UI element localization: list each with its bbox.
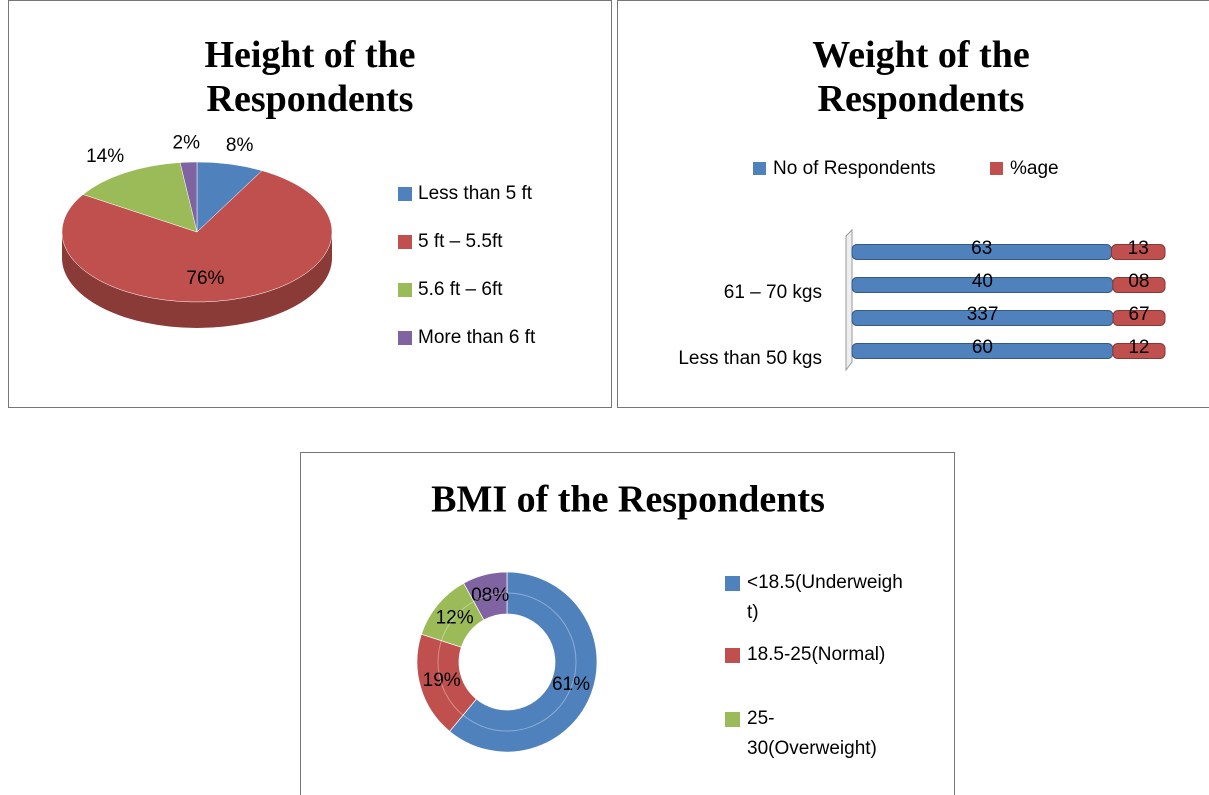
data-label: 08% — [471, 585, 509, 606]
data-label: 2% — [173, 132, 201, 153]
legend-swatch — [398, 331, 412, 345]
data-label: 40 — [972, 271, 993, 292]
donut-inner-ring — [437, 592, 577, 732]
plot-wall — [845, 228, 853, 372]
legend-label: 5.6 ft – 6ft — [418, 279, 503, 300]
legend-label: No of Respondents — [773, 158, 936, 179]
chart-frame — [300, 452, 955, 795]
data-label: 13 — [1128, 238, 1149, 259]
legend-entry: 18.5-25(Normal) — [725, 640, 962, 670]
chart-frame — [8, 0, 612, 408]
legend-label: %age — [1010, 158, 1059, 179]
legend-label: Less than 5 ft — [418, 183, 533, 204]
pie-slice — [61, 170, 333, 303]
legend-swatch — [398, 187, 412, 201]
y-tick-label: Less than 50 kgs — [678, 348, 822, 369]
legend-entry: <18.5(Underweight) — [725, 568, 907, 628]
donut-slice — [463, 571, 508, 621]
data-label: 61% — [552, 674, 590, 695]
legend-entry: 25-30(Overweight) — [725, 704, 887, 764]
chart-title: BMI of the Respondents — [431, 479, 825, 521]
y-tick-label: 61 – 70 kgs — [724, 282, 822, 303]
donut-slice — [449, 571, 598, 753]
data-label: 12 — [1128, 337, 1149, 358]
data-label: 76% — [186, 268, 224, 289]
legend-swatch — [725, 712, 740, 727]
chart-frame — [617, 0, 1209, 408]
legend-swatch — [753, 162, 766, 175]
chart-title: Height of the Respondents — [204, 34, 415, 120]
legend-label: More than 6 ft — [418, 327, 536, 348]
legend-swatch — [398, 283, 412, 297]
data-label: 67 — [1128, 304, 1149, 325]
legend-label: 18.5-25(Normal) — [747, 644, 886, 665]
bar-segment — [1112, 343, 1166, 359]
data-label: 8% — [226, 135, 254, 156]
legend-label: 5 ft – 5.5ft — [418, 231, 503, 252]
data-label: 337 — [967, 304, 999, 325]
bar-segment — [1112, 277, 1166, 293]
data-label: 08 — [1128, 271, 1149, 292]
chart-title: Weight of the Respondents — [812, 34, 1029, 120]
data-label: 60 — [972, 337, 993, 358]
pie-slice-side — [62, 232, 332, 328]
legend-label: 25-30(Overweight) — [747, 708, 877, 759]
data-label: 19% — [423, 670, 461, 691]
legend-swatch — [725, 576, 740, 591]
legend-swatch — [725, 648, 740, 663]
legend-label: <18.5(Underweight) — [747, 572, 903, 623]
legend-swatch — [990, 162, 1003, 175]
pie-slice — [82, 162, 198, 233]
bar-segment — [1110, 244, 1166, 260]
data-label: 14% — [86, 146, 124, 167]
data-label: 12% — [436, 608, 474, 629]
data-label: 63 — [971, 238, 992, 259]
bar-segment — [1112, 310, 1166, 326]
legend-swatch — [398, 235, 412, 249]
pie-slice — [179, 161, 198, 233]
